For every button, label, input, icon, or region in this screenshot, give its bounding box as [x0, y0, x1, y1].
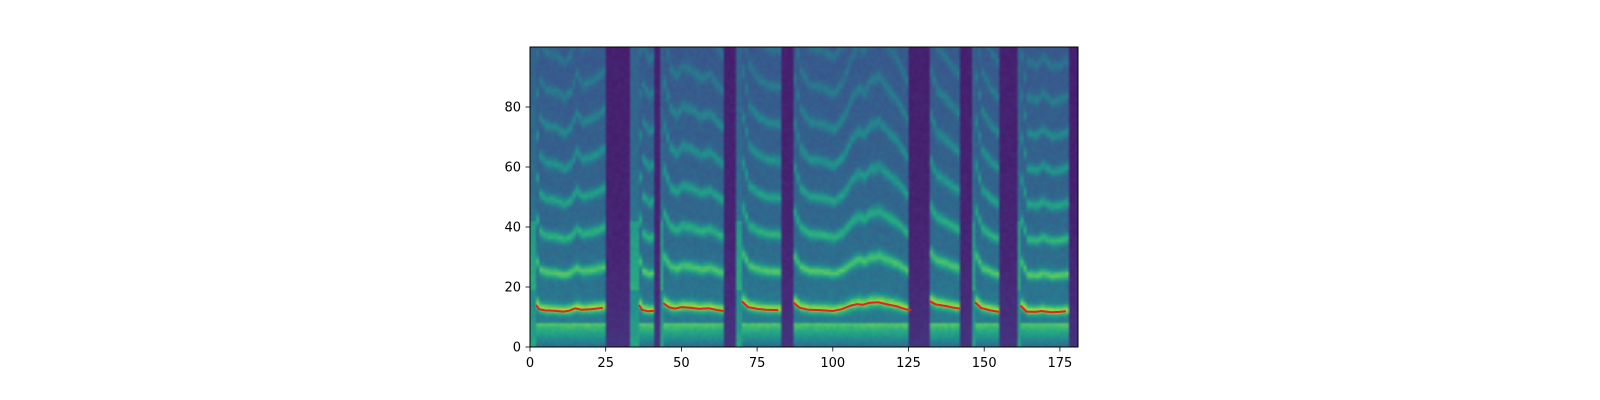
y-axis: 0 20 40 60 80	[504, 101, 530, 356]
y-tick-label: 20	[504, 281, 521, 296]
x-tick-label: 150	[972, 356, 997, 371]
pitch-curve	[638, 304, 655, 313]
x-tick-label: 175	[1047, 356, 1072, 371]
plot-frame	[529, 46, 1079, 348]
x-tick-label: 75	[749, 356, 766, 371]
y-tick-label: 0	[513, 341, 521, 356]
x-tick-label: 125	[896, 356, 921, 371]
pitch-curve	[792, 301, 912, 313]
x-axis: 0 25 50 75 100 125 150 175	[526, 347, 1072, 371]
y-tick-label: 40	[504, 221, 521, 236]
pitch-curve	[741, 300, 779, 312]
spectrogram-heatmap	[530, 47, 1078, 347]
x-tick-label: 100	[820, 356, 845, 371]
pitch-curve	[974, 301, 1000, 313]
x-tick-label: 0	[526, 356, 534, 371]
x-tick-label: 50	[673, 356, 690, 371]
y-tick-label: 60	[504, 161, 521, 176]
pitch-curve	[662, 302, 724, 312]
plot-area	[530, 47, 1078, 347]
x-tick-label: 25	[597, 356, 614, 371]
pitch-curve	[929, 300, 961, 310]
pitch-curve	[1019, 304, 1066, 314]
pitch-curve	[535, 304, 603, 313]
y-tick-label: 80	[504, 101, 521, 116]
